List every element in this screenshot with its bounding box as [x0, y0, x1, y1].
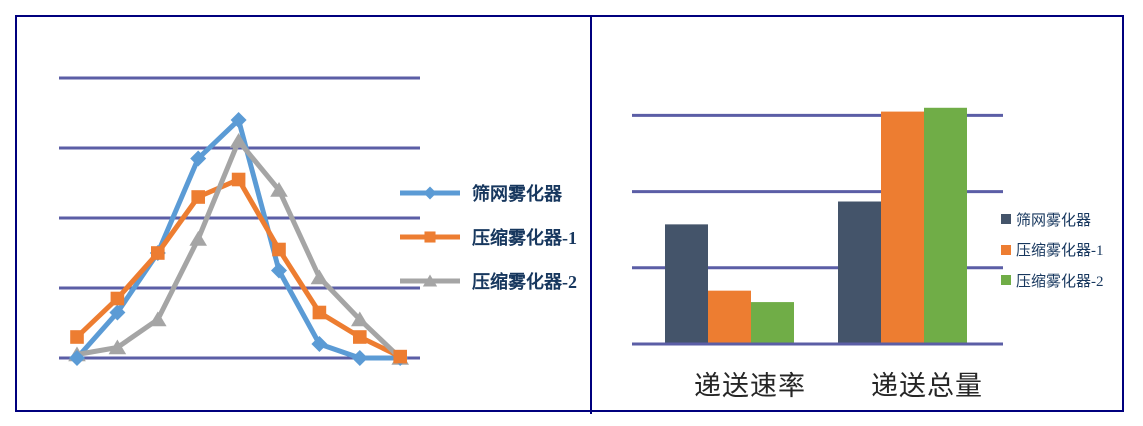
triangle-marker	[108, 339, 127, 355]
bar	[751, 302, 794, 344]
square-marker	[70, 330, 84, 344]
square-marker	[151, 246, 165, 260]
legend-item: 压缩雾化器-2	[399, 269, 577, 293]
legend-label: 筛网雾化器	[472, 184, 562, 204]
diamond-marker	[109, 304, 126, 321]
legend-item: 压缩雾化器-2	[1001, 271, 1104, 290]
diamond-marker	[311, 336, 328, 352]
legend-swatch-icon	[1001, 275, 1011, 285]
bar	[924, 107, 967, 344]
legend-label: 压缩雾化器-1	[472, 228, 577, 248]
legend-item: 压缩雾化器-1	[399, 225, 577, 249]
legend-label: 压缩雾化器-2	[472, 272, 577, 292]
diamond-marker	[423, 186, 437, 200]
triangle-marker	[310, 269, 329, 285]
legend-label: 压缩雾化器-2	[1016, 273, 1104, 290]
legend-marker-shape	[400, 231, 460, 243]
legend-item: 筛网雾化器	[1001, 210, 1104, 229]
triangle-marker	[270, 182, 288, 197]
triangle-marker	[149, 311, 167, 327]
legend-swatch-icon	[1001, 214, 1011, 224]
legend-marker-shape	[400, 274, 460, 287]
diamond-marker	[190, 150, 207, 167]
legend-item: 压缩雾化器-1	[1001, 241, 1104, 259]
bar	[708, 290, 751, 344]
bar	[665, 224, 708, 344]
diamond-marker	[230, 112, 247, 128]
triangle-marker	[351, 311, 369, 327]
square-marker	[110, 291, 125, 306]
square-marker	[393, 349, 407, 364]
bar	[881, 111, 924, 344]
legend-line-diamond-icon	[399, 184, 461, 202]
legend-line-square-icon	[399, 228, 461, 246]
bar	[838, 201, 881, 344]
diamond-marker	[69, 350, 85, 366]
panel-border	[15, 15, 1124, 412]
bar-chart-legend: 筛网雾化器 压缩雾化器-1 压缩雾化器-2	[1001, 210, 1104, 290]
legend-line-triangle-icon	[399, 272, 461, 290]
legend-label: 压缩雾化器-1	[1016, 243, 1104, 259]
legend-swatch-icon	[1001, 244, 1011, 255]
diamond-marker	[271, 262, 287, 279]
square-marker	[191, 190, 205, 204]
square-marker	[231, 172, 246, 187]
diamond-marker	[351, 350, 368, 366]
legend-marker-shape	[400, 186, 460, 200]
square-marker	[353, 330, 367, 344]
legend-label: 筛网雾化器	[1016, 212, 1092, 229]
square-marker	[272, 242, 286, 257]
legend-item: 筛网雾化器	[399, 181, 577, 205]
triangle-marker	[189, 231, 207, 246]
panel-divider	[590, 15, 592, 414]
line-chart-legend: 筛网雾化器 压缩雾化器-1 压缩雾化器-2	[399, 181, 577, 293]
square-marker	[424, 231, 436, 243]
square-marker	[312, 305, 327, 320]
bar-category-label: 递送速率	[694, 371, 806, 401]
bar-category-label: 递送总量	[871, 371, 983, 401]
triangle-marker	[422, 274, 438, 287]
triangle-marker	[229, 133, 248, 148]
